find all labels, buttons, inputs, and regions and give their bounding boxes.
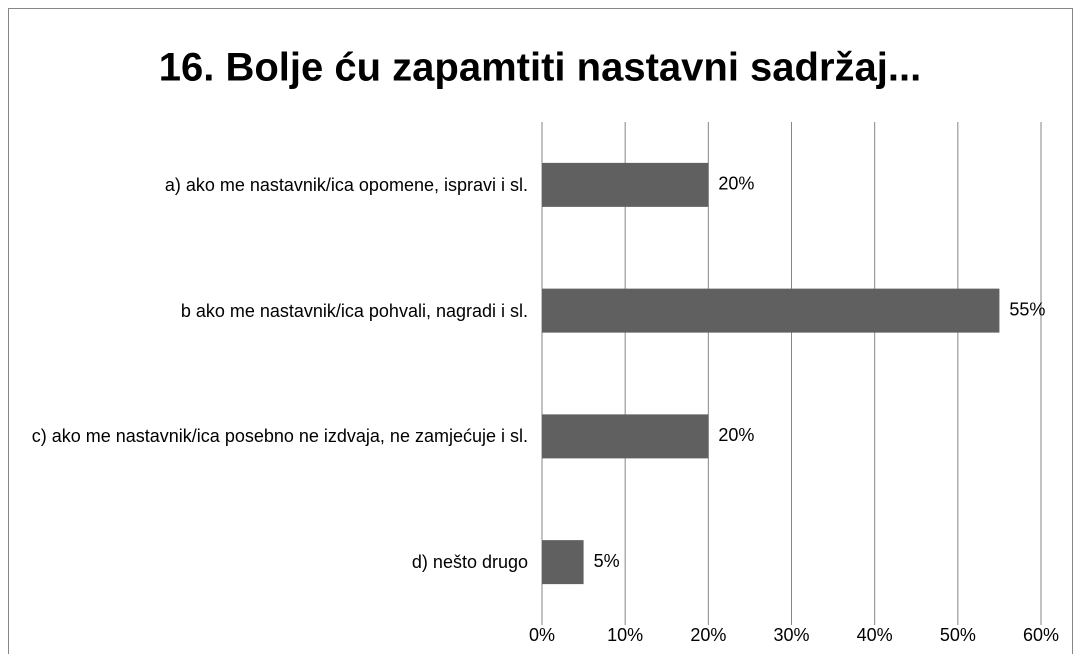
x-tick-label: 50%	[940, 625, 976, 645]
data-label: 5%	[594, 551, 620, 571]
y-tick-label: c) ako me nastavnik/ica posebno ne izdva…	[31, 426, 528, 447]
y-tick-label: a) ako me nastavnik/ica opomene, ispravi…	[164, 174, 528, 195]
x-tick-label: 30%	[773, 625, 809, 645]
x-tick-label: 10%	[607, 625, 643, 645]
x-tick-label: 40%	[857, 625, 893, 645]
y-tick-label: b ako me nastavnik/ica pohvali, nagradi …	[180, 300, 528, 321]
bar	[542, 162, 709, 207]
bar	[542, 540, 584, 585]
data-label: 20%	[718, 174, 754, 194]
x-tick-label: 20%	[690, 625, 726, 645]
chart-title: 16. Bolje ću zapamtiti nastavni sadržaj.…	[159, 46, 921, 90]
data-label: 55%	[1009, 299, 1045, 319]
y-tick-label: d) nešto drugo	[411, 552, 528, 573]
x-tick-label: 60%	[1023, 625, 1059, 645]
data-label: 20%	[718, 425, 754, 445]
chart-border	[8, 8, 1073, 654]
bar	[542, 414, 709, 459]
x-tick-label: 0%	[529, 625, 555, 645]
bar	[542, 288, 1000, 333]
